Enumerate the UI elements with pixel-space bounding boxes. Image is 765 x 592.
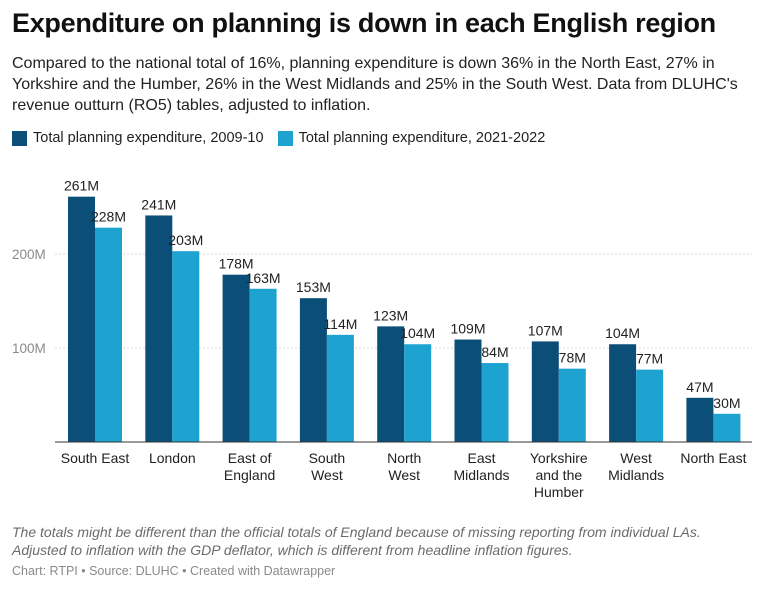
x-tick-label: East Midlands	[453, 450, 509, 483]
data-label: 163M	[246, 270, 281, 286]
bar-chart: 100M 200M 261M 228M South East 241M 203M London…	[12, 178, 752, 500]
bar-2021-2022	[404, 344, 432, 442]
y-tick-label: 100M	[12, 341, 46, 356]
data-label: 178M	[219, 256, 254, 272]
bar-2009-10	[299, 298, 327, 442]
legend-swatch-2021-2022	[277, 130, 293, 146]
data-label: 84M	[481, 344, 508, 360]
x-tick-label: South West	[309, 450, 346, 483]
data-label: 261M	[64, 178, 99, 194]
chart-notes: The totals might be different than the o…	[12, 524, 701, 558]
legend-label-2021-2022: Total planning expenditure, 2021-2022	[298, 130, 546, 146]
bar-2021-2022	[713, 413, 741, 442]
bar-2009-10	[686, 397, 714, 442]
legend-label-2009-10: Total planning expenditure, 2009-10	[33, 130, 264, 146]
bar-2021-2022	[558, 368, 586, 442]
legend: Total planning expenditure, 2009-10 Tota…	[12, 128, 559, 148]
bar-2009-10	[145, 215, 173, 442]
bar-2009-10	[222, 274, 250, 442]
data-label: 228M	[91, 209, 126, 225]
data-label: 30M	[713, 395, 740, 411]
data-label: 241M	[141, 196, 176, 212]
legend-item-2021-2022: Total planning expenditure, 2021-2022	[277, 130, 546, 146]
data-label: 77M	[636, 351, 663, 367]
x-tick-label: London	[149, 450, 196, 466]
bar-2021-2022	[172, 251, 200, 442]
legend-item-2009-10: Total planning expenditure, 2009-10	[12, 130, 264, 146]
data-label: 104M	[400, 325, 435, 341]
data-label: 123M	[373, 307, 408, 323]
bar-2021-2022	[95, 227, 122, 442]
data-label: 78M	[559, 350, 586, 366]
data-label: 47M	[686, 379, 713, 395]
data-label: 107M	[528, 322, 563, 338]
data-label: 104M	[605, 325, 640, 341]
bar-2009-10	[454, 339, 482, 442]
bar-2009-10	[68, 196, 95, 442]
x-tick-label: West Midlands	[608, 450, 664, 483]
x-tick-label: North West	[387, 450, 421, 483]
bar-2021-2022	[326, 334, 354, 442]
legend-swatch-2009-10	[12, 130, 27, 146]
x-tick-label: North East	[680, 450, 746, 466]
x-tick-label: East of England	[224, 450, 275, 483]
data-label: 153M	[296, 279, 331, 295]
chart-title: Expenditure on planning is down in each …	[12, 8, 716, 38]
x-tick-label: Yorkshire and the Humber	[530, 450, 588, 500]
bar-2009-10	[377, 326, 405, 442]
bar-2021-2022	[636, 369, 664, 442]
data-label: 109M	[450, 321, 485, 337]
data-label: 114M	[323, 316, 357, 332]
chart-subtitle: Compared to the national total of 16%, p…	[12, 55, 738, 114]
bar-2009-10	[531, 341, 559, 442]
y-tick-label: 200M	[12, 247, 46, 262]
bar-2009-10	[609, 344, 637, 442]
chart-credits: Chart: RTPI • Source: DLUHC • Created wi…	[12, 564, 336, 578]
data-label: 203M	[168, 232, 203, 248]
bar-2021-2022	[249, 288, 277, 442]
bar-2021-2022	[481, 363, 509, 442]
x-tick-label: South East	[61, 450, 130, 466]
